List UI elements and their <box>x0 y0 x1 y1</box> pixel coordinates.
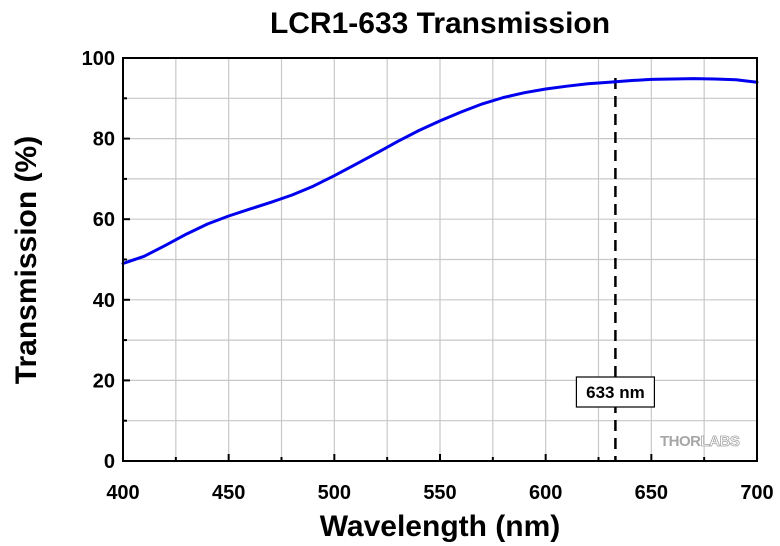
x-tick-labels: 400 450 500 550 600 650 700 <box>106 482 773 504</box>
y-tick-labels: 0 20 40 60 80 100 <box>82 48 115 473</box>
x-tick-label: 600 <box>529 482 562 504</box>
x-tick-label: 550 <box>423 482 456 504</box>
transmission-series-line <box>121 77 759 265</box>
x-tick-label: 650 <box>635 482 668 504</box>
annotation-box <box>575 376 656 408</box>
y-tick-label: 80 <box>93 129 115 151</box>
x-axis-label: Wavelength (nm) <box>320 510 561 543</box>
y-tick-label: 40 <box>93 290 115 312</box>
annotation-label: 633 nm <box>586 383 645 402</box>
watermark-thor: THORLABS <box>660 433 740 450</box>
x-tick-label: 700 <box>740 482 773 504</box>
y-axis-label: Transmission (%) <box>10 136 43 384</box>
thorlabs-watermark: THORLABS <box>660 433 741 451</box>
y-tick-label: 20 <box>93 370 115 392</box>
y-tick-label: 0 <box>104 451 115 473</box>
wavelength-annotation: 633 nm <box>575 376 656 408</box>
chart-title: LCR1-633 Transmission <box>270 7 610 40</box>
x-tick-label: 450 <box>212 482 245 504</box>
axis-ticks <box>122 57 758 462</box>
y-tick-label: 60 <box>93 209 115 231</box>
y-tick-label: 100 <box>82 48 115 70</box>
x-tick-label: 400 <box>106 482 139 504</box>
x-tick-label: 500 <box>318 482 351 504</box>
